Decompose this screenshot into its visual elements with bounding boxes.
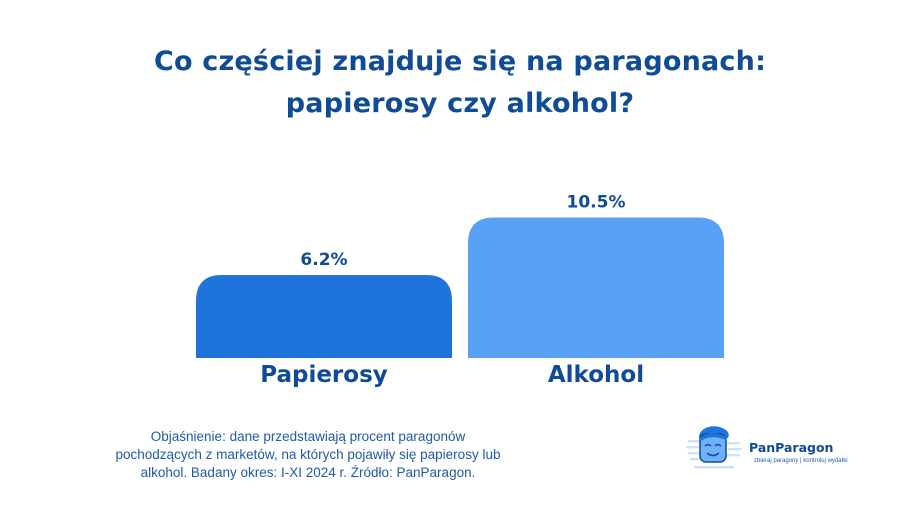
footnote: Objaśnienie: dane przedstawiają procent … <box>108 428 508 482</box>
footnote-line-1: Objaśnienie: dane przedstawiają procent … <box>150 429 466 444</box>
bar-papierosy <box>196 275 452 358</box>
chart-title-line-1: Co częściej znajduje się na paragonach: <box>153 46 767 77</box>
bar-alkohol <box>468 217 724 358</box>
logo-tagline: zbieraj paragony | kontroluj wydatki <box>754 458 848 464</box>
footnote-line-2: pochodzących z marketów, na których poja… <box>115 447 501 462</box>
value-label-papierosy: 6.2% <box>300 250 347 270</box>
category-label-papierosy: Papierosy <box>260 362 388 388</box>
chart-title-line-2: papierosy czy alkohol? <box>285 88 635 119</box>
panparagon-mascot-icon <box>686 426 742 469</box>
category-label-alkohol: Alkohol <box>548 362 644 388</box>
value-label-alkohol: 10.5% <box>567 193 626 213</box>
footnote-line-3: alkohol. Badany okres: I-XI 2024 r. Źród… <box>140 465 476 480</box>
logo-name: PanParagon <box>749 440 834 455</box>
